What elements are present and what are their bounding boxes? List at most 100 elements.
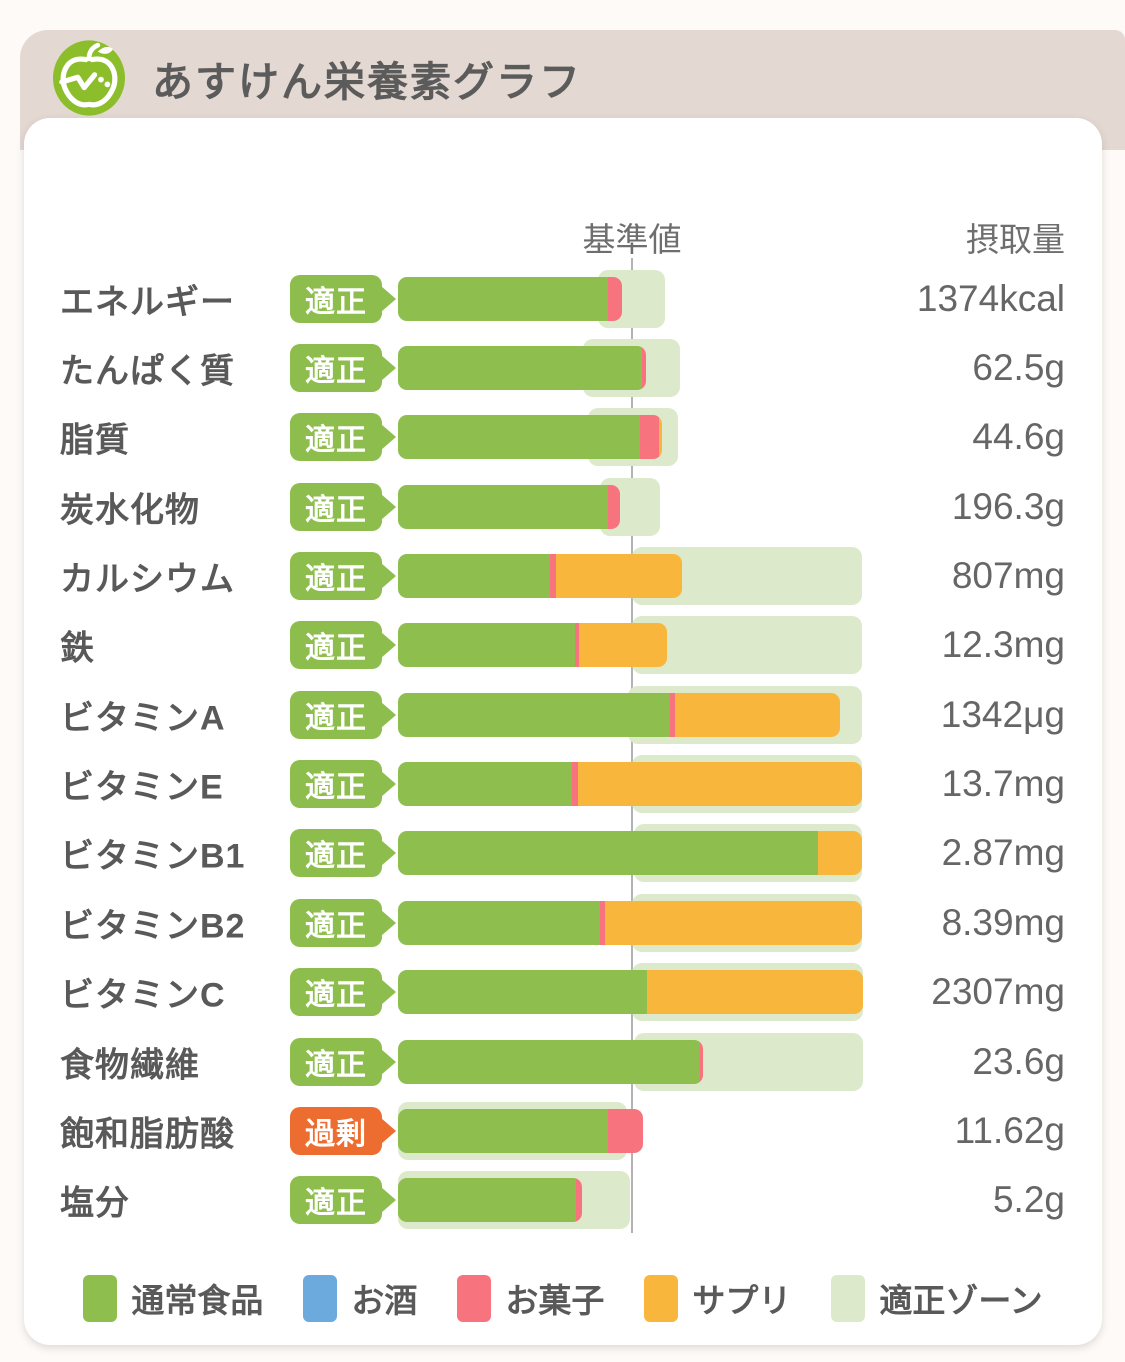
bar-segment-supplement	[818, 831, 862, 876]
legend-swatch	[83, 1274, 118, 1322]
intake-value: 2307mg	[931, 971, 1065, 1013]
nutrient-row: カルシウム 適正 807mg	[24, 541, 1102, 610]
status-badge: 適正	[290, 552, 382, 601]
legend-swatch	[831, 1274, 866, 1322]
intake-value: 196.3g	[951, 485, 1065, 527]
intake-value: 1374kcal	[916, 277, 1065, 319]
bar-segment-sweets	[599, 900, 605, 945]
bar-segment-normal	[398, 554, 551, 599]
status-badge: 適正	[290, 344, 382, 393]
bar-segment-sweets	[607, 276, 622, 321]
intake-value: 11.62g	[954, 1109, 1065, 1151]
status-badge: 適正	[290, 898, 382, 947]
intake-value: 62.5g	[972, 347, 1065, 389]
row-label: 鉄	[60, 629, 95, 668]
nutrient-row: エネルギー 適正 1374kcal	[24, 264, 1102, 333]
bar-segment-sweets	[550, 554, 557, 599]
bar-segment-normal	[398, 1039, 701, 1084]
bar-segment-sweets	[572, 762, 579, 807]
bar-segment-normal	[398, 831, 819, 876]
nutrient-row: ビタミンB2 適正 8.39mg	[24, 888, 1102, 957]
legend-label: お菓子	[505, 1282, 605, 1319]
legend-label: 適正ゾーン	[879, 1282, 1043, 1319]
bar-segments	[398, 415, 662, 460]
nutrient-row: 塩分 適正 5.2g	[24, 1166, 1102, 1235]
intake-value: 2.87mg	[941, 832, 1065, 874]
row-label: エネルギー	[60, 283, 235, 322]
bar-segments	[398, 970, 863, 1015]
bar-segments	[398, 346, 647, 391]
bar-segments	[398, 623, 667, 668]
bar-segments	[398, 1178, 583, 1223]
bar-segment-normal	[398, 415, 640, 460]
nutrient-row: 脂質 適正 44.6g	[24, 403, 1102, 472]
intake-value: 1342μg	[940, 693, 1065, 735]
bar-segment-normal	[398, 900, 600, 945]
bar-segments	[398, 1039, 704, 1084]
nutrient-row: ビタミンC 適正 2307mg	[24, 958, 1102, 1027]
bar-segment-sweets	[576, 1178, 583, 1223]
bar-segment-sweets	[607, 484, 620, 529]
row-label: 脂質	[60, 421, 130, 460]
nutrient-row: 炭水化物 適正 196.3g	[24, 472, 1102, 541]
bar-segment-supplement	[604, 900, 862, 945]
bar-segment-sweets	[574, 623, 579, 668]
bar-segment-normal	[398, 762, 573, 807]
status-badge: 過剰	[290, 1106, 382, 1155]
bar-segment-normal	[398, 970, 647, 1015]
row-label: たんぱく質	[60, 352, 235, 391]
row-label: 炭水化物	[60, 491, 200, 530]
row-label: 飽和脂肪酸	[60, 1115, 235, 1154]
row-label: 塩分	[60, 1184, 130, 1223]
page-title: あすけん栄養素グラフ	[152, 59, 582, 105]
bar-segments	[398, 484, 620, 529]
status-badge: 適正	[290, 968, 382, 1017]
column-header-intake: 摂取量	[966, 221, 1065, 258]
bar-segment-sweets	[669, 692, 675, 737]
row-label: ビタミンB2	[60, 907, 246, 946]
legend-item: 適正ゾーン	[831, 1274, 1043, 1322]
bar-segments	[398, 692, 840, 737]
legend: 通常食品 お酒 お菓子 サプリ 適正ゾーン	[24, 1253, 1102, 1343]
intake-value: 12.3mg	[941, 624, 1065, 666]
status-badge: 適正	[290, 482, 382, 531]
legend-item: 通常食品	[83, 1274, 263, 1322]
bar-segment-normal	[398, 346, 643, 391]
appropriate-zone	[632, 616, 863, 675]
legend-swatch	[644, 1274, 679, 1322]
nutrient-graph-card: 基準値 摂取量 エネルギー 適正 1374kcal たんぱく質 適正 62.5g…	[24, 118, 1102, 1345]
legend-item: お酒	[303, 1274, 417, 1322]
legend-item: お菓子	[457, 1274, 604, 1322]
bar-segment-sweets	[607, 1108, 643, 1153]
row-label: カルシウム	[60, 560, 235, 599]
bar-segment-supplement	[646, 970, 863, 1015]
intake-value: 44.6g	[972, 416, 1065, 458]
bar-segment-supplement	[658, 415, 662, 460]
bar-segment-normal	[398, 1178, 577, 1223]
nutrient-row: ビタミンE 適正 13.7mg	[24, 749, 1102, 818]
nutrient-row: 鉄 適正 12.3mg	[24, 611, 1102, 680]
bar-segment-normal	[398, 692, 670, 737]
row-label: ビタミンE	[60, 768, 224, 807]
intake-value: 5.2g	[992, 1179, 1065, 1221]
row-label: 食物繊維	[60, 1046, 200, 1085]
nutrient-row: 飽和脂肪酸 過剰 11.62g	[24, 1096, 1102, 1165]
intake-value: 8.39mg	[941, 901, 1065, 943]
row-label: ビタミンA	[60, 699, 226, 738]
row-label: ビタミンB1	[60, 837, 246, 876]
bar-segments	[398, 554, 683, 599]
intake-value: 807mg	[951, 555, 1065, 597]
bar-segment-supplement	[556, 554, 683, 599]
nutrient-row: 食物繊維 適正 23.6g	[24, 1027, 1102, 1096]
column-header-standard: 基準値	[582, 221, 682, 258]
bar-segment-sweets	[642, 346, 647, 391]
legend-label: お酒	[351, 1282, 418, 1319]
bar-segment-supplement	[578, 623, 667, 668]
status-badge: 適正	[290, 690, 382, 739]
nutrient-row: ビタミンB1 適正 2.87mg	[24, 819, 1102, 888]
nutrient-row: ビタミンA 適正 1342μg	[24, 680, 1102, 749]
bar-segments	[398, 1108, 643, 1153]
nutrient-row: たんぱく質 適正 62.5g	[24, 333, 1102, 402]
intake-value: 13.7mg	[941, 763, 1065, 805]
status-badge: 適正	[290, 829, 382, 878]
